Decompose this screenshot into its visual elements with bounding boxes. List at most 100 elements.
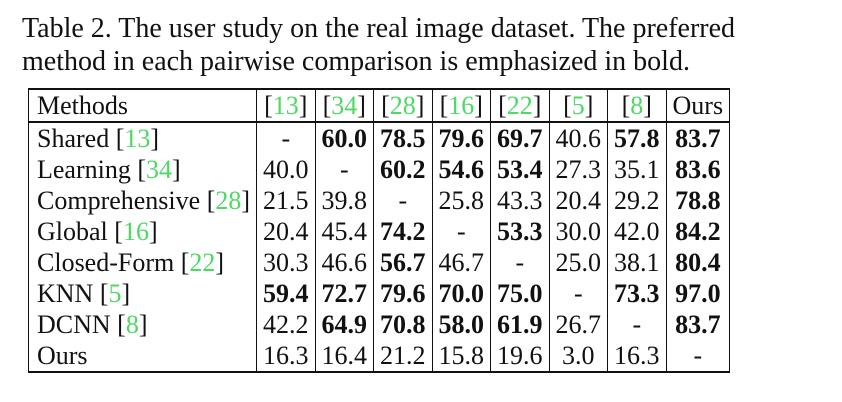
table-cell: 21.5 [256,185,316,216]
table-cell: 78.5 [373,122,433,154]
table-cell: - [665,340,731,373]
table-cell: 80.4 [665,247,731,278]
table-body: Shared [13] -60.0 78.5 79.6 69.7 40.6 57.8 83.7… [27,122,731,373]
table-cell: 56.7 [373,247,433,278]
citation-link[interactable]: 16 [448,90,475,120]
table-cell: 25.0 [548,247,608,278]
table-cell: - [256,122,316,154]
table-cell: 70.0 [431,278,491,309]
table-cell: - [607,309,667,340]
table-cell: 59.4 [256,278,316,309]
table-cell: 64.9 [314,309,374,340]
header-col-3: [28] [373,88,433,123]
header-col-7: [8] [607,88,667,123]
table-cell: 83.6 [665,154,731,185]
header-col-2: [34] [314,88,374,123]
citation-link[interactable]: 28 [215,185,242,215]
table-cell: 16.3 [607,340,667,373]
table-cell: 35.1 [607,154,667,185]
table-header-row: Methods [13] [34] [28] [16] [22] [5] [8]… [27,88,731,123]
table-cell: 43.3 [490,185,550,216]
table-row: Comprehensive [28] 21.5 39.8-25.8 43.3 20.4 2… [27,185,731,216]
table-cell: 57.8 [607,122,667,154]
citation-link[interactable]: 16 [122,216,149,246]
table-cell: 29.2 [607,185,667,216]
table-cell: 30.3 [256,247,316,278]
table-cell: 20.4 [548,185,608,216]
citation-link[interactable]: 22 [189,247,216,277]
citation-link[interactable]: 8 [125,309,139,339]
table-row: Shared [13] -60.0 78.5 79.6 69.7 40.6 57.8 83.7 [27,122,731,154]
table-cell: 21.2 [373,340,433,373]
header-col-1: [13] [256,88,316,123]
table-cell: 39.8 [314,185,374,216]
row-method-name: Comprehensive [28] [27,185,257,216]
citation-link[interactable]: 34 [146,154,173,184]
table-cell: 83.7 [665,309,731,340]
table-cell: 3.0 [548,340,608,373]
table-cell: 38.1 [607,247,667,278]
table-cell: 16.4 [314,340,374,373]
table-cell: 54.6 [431,154,491,185]
table-caption: Table 2. The user study on the real imag… [22,12,822,78]
table-cell: 15.8 [431,340,491,373]
table-cell: 78.8 [665,185,731,216]
table-row: DCNN [8] 42.2 64.9 70.8 58.0 61.9 26.7-83.7 [27,309,731,340]
citation-link[interactable]: 22 [506,90,533,120]
table-cell: 45.4 [314,216,374,247]
table-cell: 60.2 [373,154,433,185]
table-cell: 60.0 [314,122,374,154]
table-cell: - [373,185,433,216]
row-method-name: KNN [5] [27,278,257,309]
table-cell: 40.0 [256,154,316,185]
table-row: Ours 16.3 16.4 21.2 15.8 19.6 3.0 16.3- [27,340,731,373]
table-cell: 26.7 [548,309,608,340]
citation-link[interactable]: 34 [331,90,358,120]
table-cell: 40.6 [548,122,608,154]
caption-line-1: Table 2. The user study on the real imag… [22,13,736,44]
table-cell: 72.7 [314,278,374,309]
row-method-name: DCNN [8] [27,309,257,340]
header-col-6: [5] [548,88,608,123]
table-cell: 53.3 [490,216,550,247]
table-cell: 30.0 [548,216,608,247]
table-cell: 79.6 [431,122,491,154]
citation-link[interactable]: 13 [272,90,299,120]
table-cell: 20.4 [256,216,316,247]
table-cell: 61.9 [490,309,550,340]
table-cell: 25.8 [431,185,491,216]
table-cell: 83.7 [665,122,731,154]
caption-line-2: method in each pairwise comparison is em… [22,46,690,77]
table-row: Closed-Form [22] 30.3 46.6 56.7 46.7-25.0 38.… [27,247,731,278]
row-method-name: Shared [13] [27,122,257,154]
citation-link[interactable]: 5 [571,90,585,120]
header-col-4: [16] [431,88,491,123]
table-cell: 74.2 [373,216,433,247]
row-method-name: Global [16] [27,216,257,247]
table-cell: 42.2 [256,309,316,340]
citation-link[interactable]: 28 [389,90,416,120]
table-cell: 69.7 [490,122,550,154]
table-cell: - [314,154,374,185]
table-row: Global [16] 20.4 45.4 74.2-53.3 30.0 42.0 84.2 [27,216,731,247]
table-cell: 19.6 [490,340,550,373]
table-cell: 16.3 [256,340,316,373]
table-cell: 73.3 [607,278,667,309]
user-study-table: Methods [13] [34] [28] [16] [22] [5] [8]… [27,88,731,373]
table-cell: - [490,247,550,278]
table-cell: 53.4 [490,154,550,185]
table-cell: 42.0 [607,216,667,247]
table-row: Learning [34] 40.0-60.2 54.6 53.4 27.3 35.1 83… [27,154,731,185]
table-cell: 58.0 [431,309,491,340]
table-row: KNN [5] 59.4 72.7 79.6 70.0 75.0-73.3 97.0 [27,278,731,309]
table-cell: 46.6 [314,247,374,278]
table-cell: - [431,216,491,247]
citation-link[interactable]: 8 [630,90,644,120]
citation-link[interactable]: 13 [124,123,151,153]
citation-link[interactable]: 5 [108,278,122,308]
table-cell: 46.7 [431,247,491,278]
table-cell: 70.8 [373,309,433,340]
header-methods: Methods [27,88,257,123]
row-method-name: Ours [27,340,257,373]
table-cell: - [548,278,608,309]
